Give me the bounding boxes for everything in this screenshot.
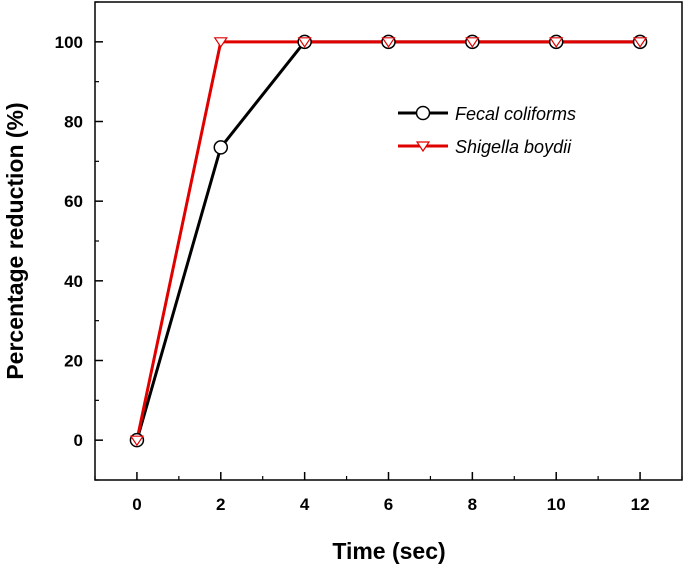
data-point-fecal-coliforms [213, 140, 229, 155]
y-axis-title: Percentage reduction (%) [2, 102, 28, 379]
x-tick-label: 4 [300, 495, 310, 514]
y-tick-label: 60 [64, 192, 83, 211]
x-tick-label: 8 [468, 495, 477, 514]
data-point-shigella-boydii [129, 435, 145, 447]
data-series [129, 34, 648, 448]
y-tick-label: 80 [64, 113, 83, 132]
data-point-shigella-boydii [297, 37, 312, 48]
data-point-shigella-boydii [549, 37, 564, 48]
x-axis-title: Time (sec) [332, 538, 445, 564]
x-tick-label: 6 [384, 495, 393, 514]
y-tick-label: 20 [64, 352, 83, 371]
data-point-shigella-boydii [632, 37, 648, 48]
axis-tick-labels: 0 2 4 6 8 10 12 0 20 40 60 80 100 [55, 33, 650, 514]
x-tick-label: 0 [132, 495, 141, 514]
x-tick-label: 10 [547, 495, 566, 514]
legend-label-shigella-boydii: Shigella boydii [455, 137, 572, 157]
data-point-shigella-boydii [465, 37, 480, 48]
x-tick-label: 12 [631, 495, 650, 514]
y-tick-label: 100 [55, 33, 83, 52]
plot-frame [94, 1, 683, 481]
axis-ticks [94, 1, 683, 481]
data-point-shigella-boydii [381, 37, 396, 48]
data-point-shigella-boydii [213, 37, 228, 48]
y-tick-label: 40 [64, 272, 83, 291]
legend-marker-shigella-boydii [415, 141, 431, 153]
x-tick-label: 2 [216, 495, 225, 514]
legend: Fecal coliforms Shigella boydii [390, 98, 612, 160]
legend-marker-fecal-coliforms [415, 105, 431, 121]
legend-label-fecal-coliforms: Fecal coliforms [455, 104, 576, 124]
y-tick-label: 0 [74, 431, 83, 450]
